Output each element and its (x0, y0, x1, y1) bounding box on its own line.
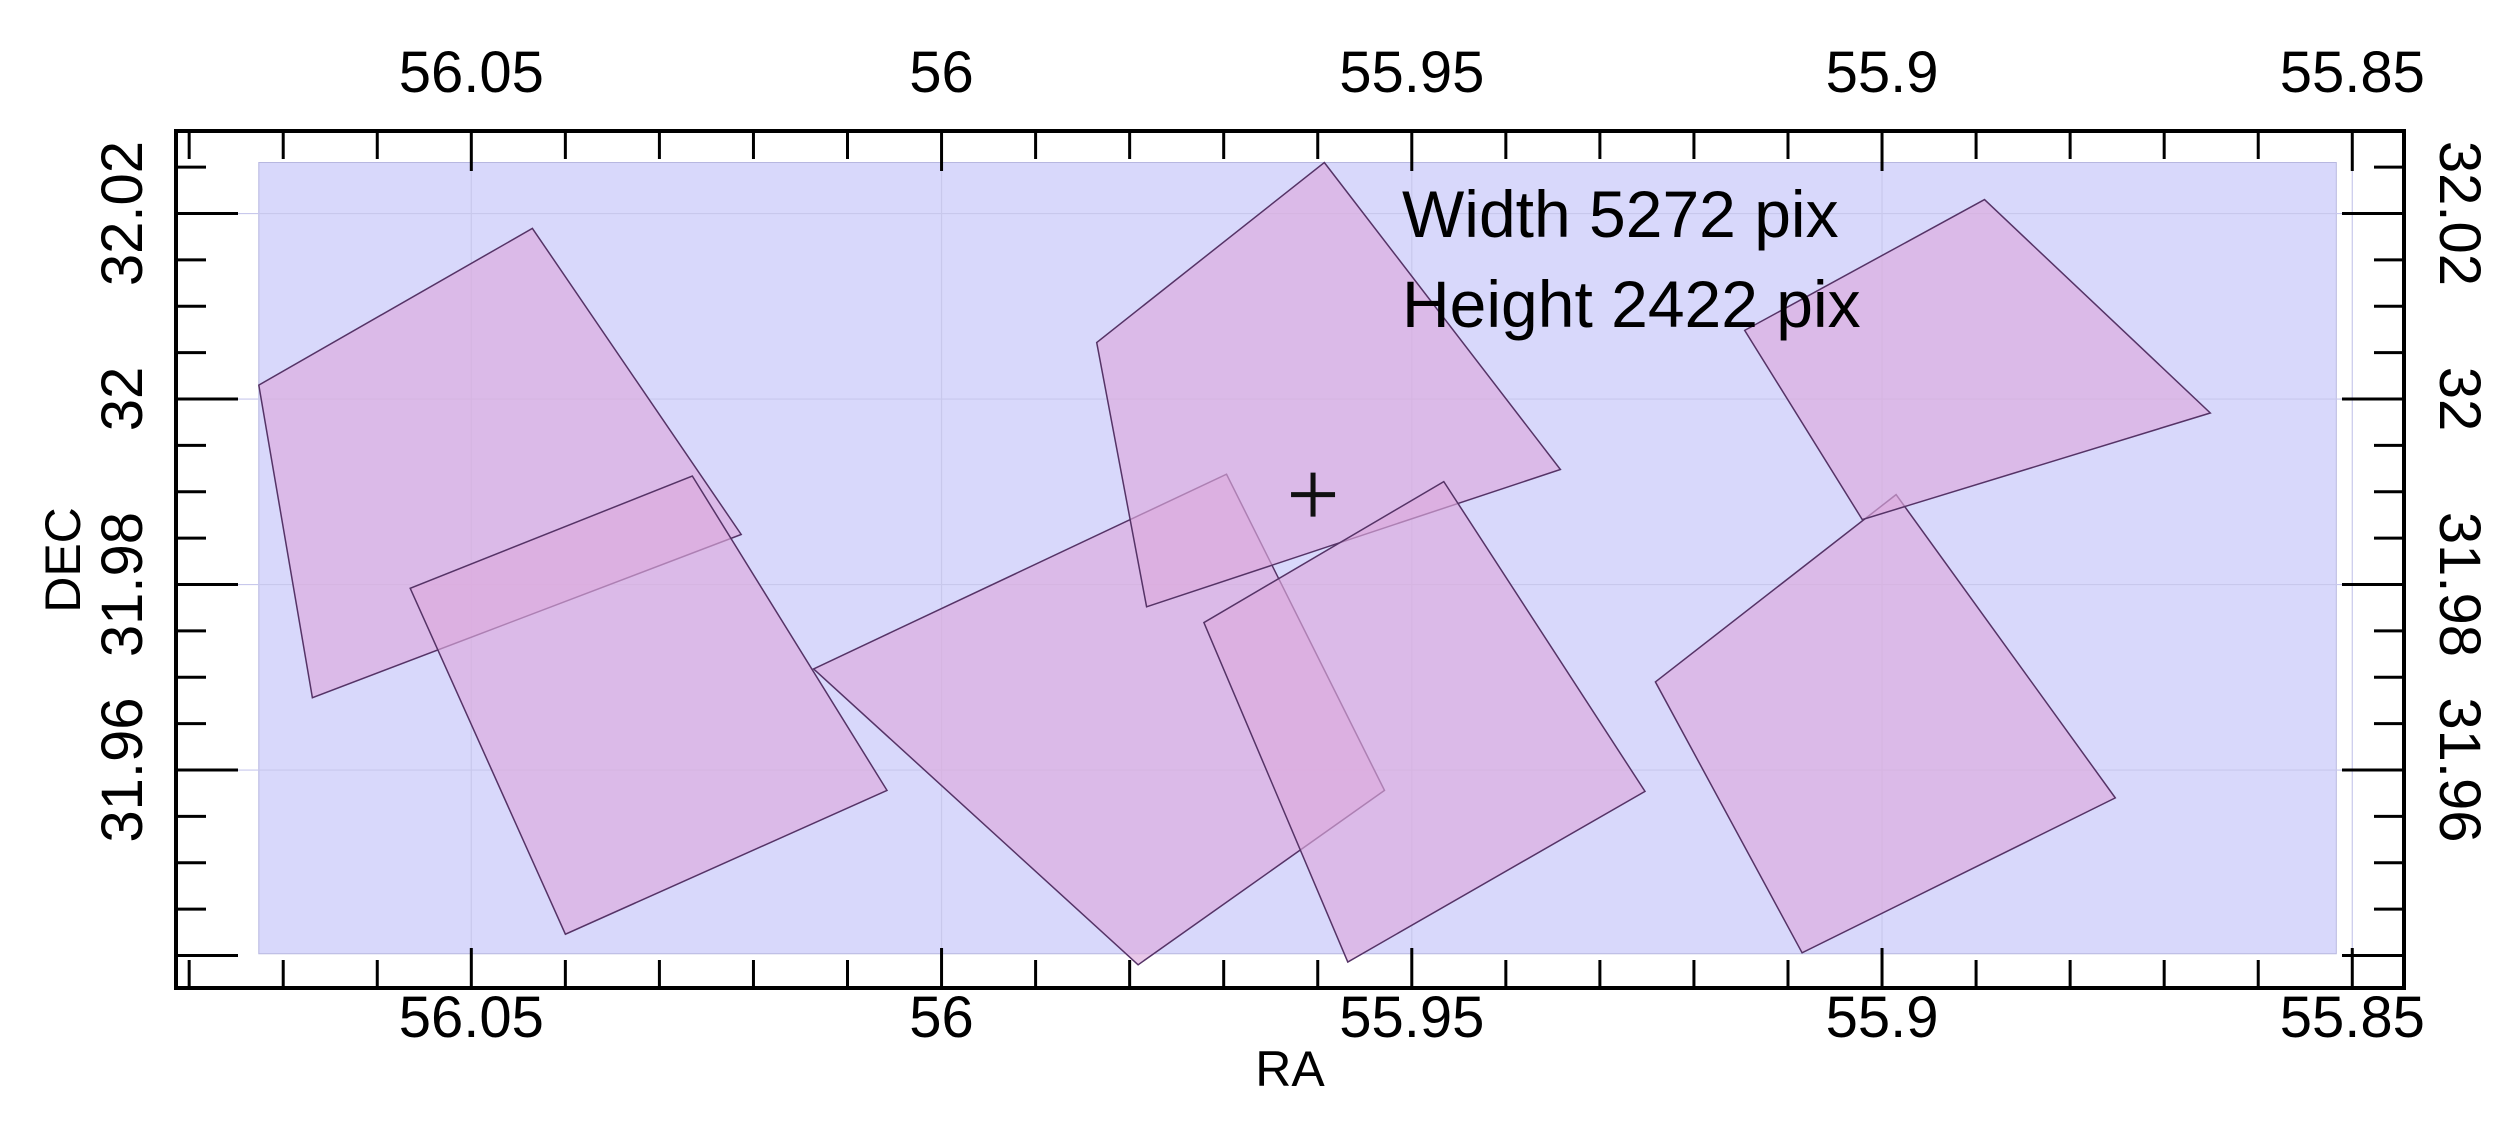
plot-frame (174, 129, 2406, 990)
x-tick-label-bottom-1: 56 (909, 985, 974, 1050)
center-marker (1291, 472, 1336, 517)
y-tick-label-right-1: 31.98 (2427, 512, 2492, 657)
footprint-6 (1654, 493, 2117, 954)
x-tick-label-bottom-4: 55.85 (2280, 985, 2425, 1050)
x-tick-label-top-4: 55.85 (2280, 40, 2425, 105)
x-tick-label-top-1: 56 (909, 40, 974, 105)
x-tick-label-bottom-3: 55.9 (1826, 985, 1939, 1050)
y-tick-label-left-3: 32.02 (90, 141, 155, 286)
x-axis-label: RA (1255, 1041, 1325, 1097)
x-tick-label-bottom-0: 56.05 (399, 985, 544, 1050)
footprint-layer (257, 161, 2212, 966)
label-layer: Width 5272 pix Height 2422 pix RA DEC 56… (35, 40, 2492, 1097)
x-tick-label-top-3: 55.9 (1826, 40, 1939, 105)
tick-layer (176, 131, 2404, 988)
y-tick-label-left-1: 31.98 (90, 512, 155, 657)
footprint-5 (1202, 480, 1647, 964)
annotation-height: Height 2422 pix (1402, 267, 1861, 341)
y-tick-label-left-0: 31.96 (90, 697, 155, 842)
marker-layer (1291, 472, 1336, 517)
x-tick-label-top-0: 56.05 (399, 40, 544, 105)
y-tick-label-right-3: 32.02 (2427, 141, 2492, 286)
footprint-2 (409, 475, 889, 936)
x-tick-label-top-2: 55.95 (1339, 40, 1484, 105)
x-tick-label-bottom-2: 55.95 (1339, 985, 1484, 1050)
y-tick-label-left-2: 32 (90, 367, 155, 432)
y-tick-label-right-0: 31.96 (2427, 697, 2492, 842)
y-axis-label: DEC (35, 507, 91, 613)
frame-layer (174, 129, 2406, 990)
y-tick-label-right-2: 32 (2427, 367, 2492, 432)
footprint-7 (1743, 198, 2212, 521)
annotation-width: Width 5272 pix (1402, 177, 1839, 251)
